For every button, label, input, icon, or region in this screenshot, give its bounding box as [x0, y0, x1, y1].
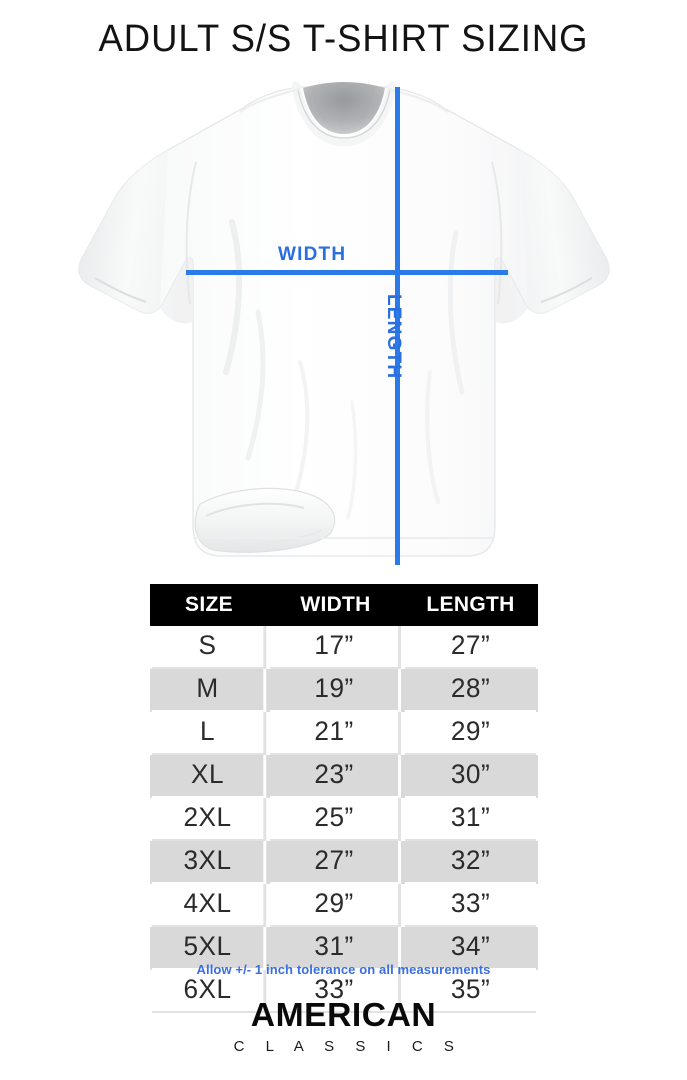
cell-size: 4XL	[151, 884, 267, 927]
collar-opening	[303, 82, 385, 134]
hem-fold-crease	[221, 529, 323, 545]
cell-size: 3XL	[151, 841, 267, 884]
cell-size: 2XL	[151, 798, 267, 841]
table-row: L 21” 29”	[150, 712, 538, 755]
fabric-wrinkle	[425, 370, 440, 504]
brand-name-primary: AMERICAN	[250, 996, 437, 1033]
cell-width: 23”	[270, 755, 401, 798]
table-row: M 19” 28”	[150, 669, 538, 712]
tolerance-note: Allow +/- 1 inch tolerance on all measur…	[196, 962, 491, 977]
cell-length: 35”	[405, 970, 536, 1013]
fabric-wrinkle	[346, 400, 358, 520]
size-table: SIZE WIDTH LENGTH S 17” 27” M 19” 28” L	[150, 584, 538, 1013]
table-header-row: SIZE WIDTH LENGTH	[150, 584, 538, 626]
column-header-length: LENGTH	[426, 593, 515, 616]
page-title: ADULT S/S T-SHIRT SIZING	[98, 18, 589, 60]
cell-length: 33”	[405, 884, 536, 927]
cell-size: 5XL	[151, 927, 267, 970]
cell-width: 25”	[270, 798, 401, 841]
fabric-wrinkle	[447, 229, 465, 395]
right-sleeve	[495, 150, 609, 324]
collar-inner-edge	[297, 89, 391, 139]
table-row: XL 23” 30”	[150, 755, 538, 798]
table-row: 5XL 31” 34”	[150, 927, 538, 970]
table-row: S 17” 27”	[150, 626, 538, 669]
table-row: 4XL 29” 33”	[150, 884, 538, 927]
left-armhole-seam	[185, 161, 197, 305]
fabric-wrinkle	[294, 360, 310, 494]
fabric-wrinkle	[223, 219, 243, 375]
left-shoulder-seam	[239, 87, 301, 113]
tshirt-illustration	[0, 72, 687, 582]
cell-length: 27”	[405, 626, 536, 669]
cell-length: 30”	[405, 755, 536, 798]
cell-size: 6XL	[151, 970, 267, 1013]
cell-width: 31”	[270, 927, 401, 970]
brand-name-secondary: C L A S S I C S	[233, 1038, 463, 1055]
cell-length: 29”	[405, 712, 536, 755]
cell-length: 34”	[405, 927, 536, 970]
cell-size: S	[151, 626, 267, 669]
column-header-width: WIDTH	[300, 593, 371, 616]
brand-logo: AMERICAN C L A S S I C S	[0, 998, 687, 1055]
table-row: 6XL 33” 35”	[150, 970, 538, 1013]
cell-width: 17”	[270, 626, 401, 669]
left-sleeve	[79, 150, 193, 324]
cell-size: L	[151, 712, 267, 755]
fabric-wrinkle	[245, 309, 266, 461]
cell-size: M	[151, 669, 267, 712]
tshirt-graphic	[78, 81, 610, 557]
cell-size: XL	[151, 755, 267, 798]
cell-width: 19”	[270, 669, 401, 712]
cell-length: 32”	[405, 841, 536, 884]
right-armhole-seam	[491, 161, 503, 305]
cell-width: 27”	[270, 841, 401, 884]
table-row: 3XL 27” 32”	[150, 841, 538, 884]
cell-length: 28”	[405, 669, 536, 712]
table-row: 2XL 25” 31”	[150, 798, 538, 841]
cell-width: 33”	[270, 970, 401, 1013]
right-sleeve-hem	[540, 277, 593, 303]
cell-width: 29”	[270, 884, 401, 927]
column-header-size: SIZE	[185, 593, 233, 616]
hem-fold-crease	[205, 502, 305, 517]
left-sleeve-hem	[94, 277, 147, 303]
collar-rib	[291, 81, 397, 147]
cell-length: 31”	[405, 798, 536, 841]
hem-fold	[194, 487, 336, 553]
cell-width: 21”	[270, 712, 401, 755]
